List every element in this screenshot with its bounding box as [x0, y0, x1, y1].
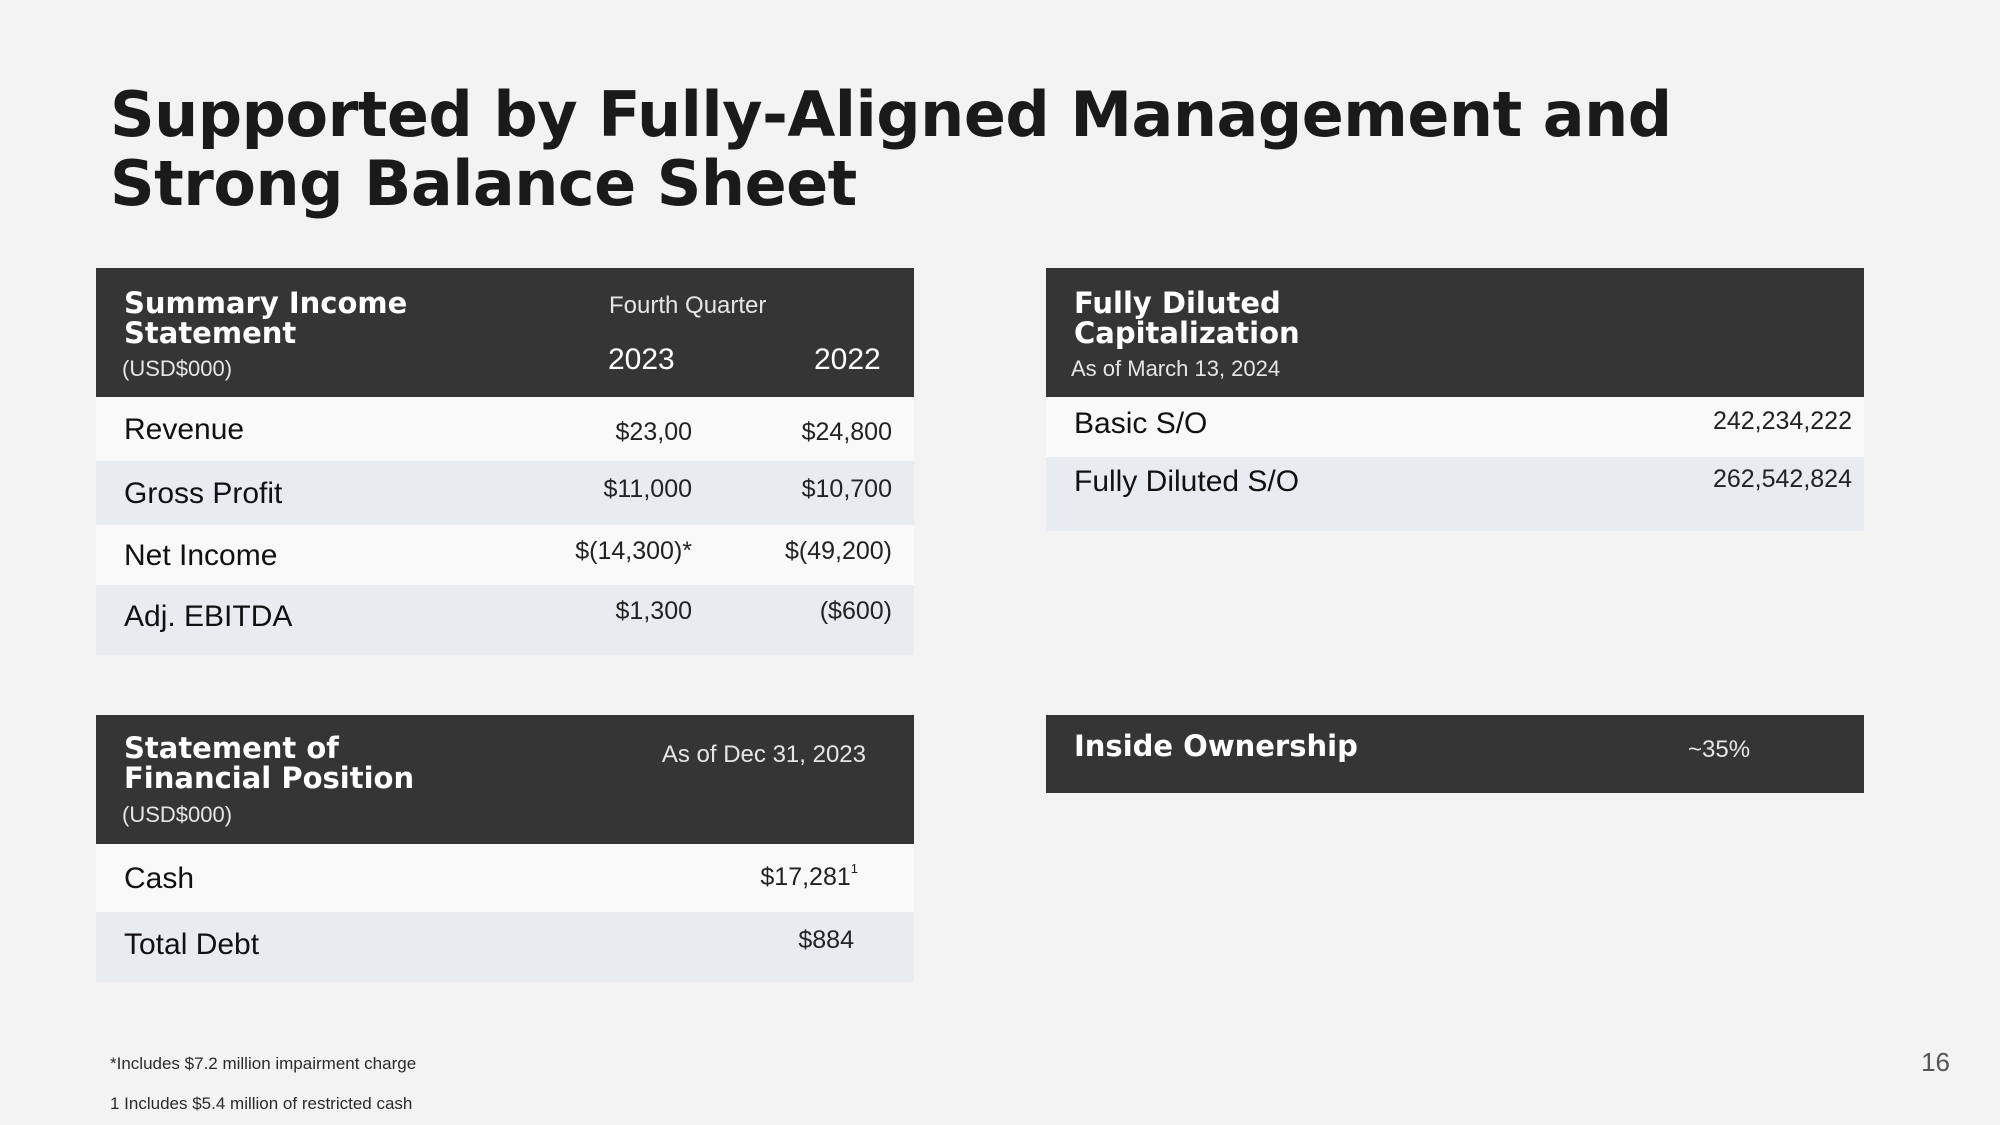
row-label-fully-diluted-so: Fully Diluted S/O — [1074, 465, 1300, 498]
income-year-2022: 2022 — [814, 343, 881, 376]
inside-ownership-value: ~35% — [1688, 736, 1751, 763]
page-title: Supported by Fully-Aligned Management an… — [110, 78, 1672, 220]
financial-position-title: Statement of Financial Position — [124, 731, 415, 795]
row-label-basic-so: Basic S/O — [1074, 407, 1208, 440]
table-row: Gross Profit $11,000 $10,700 — [96, 461, 914, 525]
table-row: Cash $17,2811 — [96, 844, 914, 912]
capitalization-title: Fully Diluted Capitalization — [1074, 286, 1300, 350]
table-row: Adj. EBITDA $1,300 ($600) — [96, 585, 914, 655]
net-income-2022: $(49,200) — [784, 537, 892, 565]
row-label-net-income: Net Income — [124, 539, 278, 572]
income-statement-unit: (USD$000) — [122, 356, 233, 381]
inside-ownership-label: Inside Ownership — [1074, 729, 1358, 763]
footnote-restricted-cash: 1 Includes $5.4 million of restricted ca… — [110, 1094, 413, 1113]
gross-profit-2022: $10,700 — [801, 475, 892, 503]
row-label-total-debt: Total Debt — [124, 928, 260, 961]
cash-value: $17,2811 — [760, 861, 858, 892]
revenue-2022: $24,800 — [801, 418, 892, 446]
row-label-adj-ebitda: Adj. EBITDA — [124, 600, 293, 633]
financial-position-asof: As of Dec 31, 2023 — [661, 741, 866, 768]
adj-ebitda-2022: ($600) — [819, 597, 892, 625]
basic-so-value: 242,234,222 — [1712, 407, 1852, 435]
table-row: Fully Diluted S/O 262,542,824 — [1046, 457, 1864, 531]
income-period-label: Fourth Quarter — [609, 292, 767, 319]
capitalization-table: Fully Diluted Capitalization As of March… — [1046, 268, 1864, 531]
financial-position-table: Statement of Financial Position (USD$000… — [96, 715, 914, 982]
cash-footnote-marker: 1 — [850, 861, 858, 876]
income-statement-header: Summary Income Statement (USD$000) Fourt… — [96, 268, 914, 397]
footnote-impairment: *Includes $7.2 million impairment charge — [110, 1054, 417, 1073]
fully-diluted-so-value: 262,542,824 — [1712, 465, 1852, 493]
table-row: Net Income $(14,300)* $(49,200) — [96, 525, 914, 585]
capitalization-header: Fully Diluted Capitalization As of March… — [1046, 268, 1864, 397]
inside-ownership-header: Inside Ownership ~35% — [1046, 715, 1864, 793]
financial-position-header: Statement of Financial Position (USD$000… — [96, 715, 914, 844]
cash-amount: $17,281 — [760, 863, 851, 891]
income-statement-title: Summary Income Statement — [124, 286, 408, 350]
inside-ownership-panel: Inside Ownership ~35% — [1046, 715, 1864, 793]
row-label-revenue: Revenue — [124, 413, 245, 446]
net-income-2023: $(14,300)* — [575, 537, 692, 565]
financial-position-unit: (USD$000) — [122, 802, 233, 827]
table-row: Total Debt $884 — [96, 912, 914, 982]
row-label-gross-profit: Gross Profit — [124, 477, 283, 510]
row-label-cash: Cash — [124, 862, 195, 895]
total-debt-value: $884 — [798, 926, 854, 954]
revenue-2023: $23,00 — [615, 418, 692, 446]
capitalization-asof: As of March 13, 2024 — [1071, 356, 1281, 381]
income-year-2023: 2023 — [608, 343, 675, 376]
income-statement-table: Summary Income Statement (USD$000) Fourt… — [96, 268, 914, 655]
gross-profit-2023: $11,000 — [603, 475, 692, 503]
page-number: 16 — [1921, 1047, 1950, 1077]
table-row: Revenue $23,00 $24,800 — [96, 397, 914, 461]
table-row: Basic S/O 242,234,222 — [1046, 397, 1864, 457]
adj-ebitda-2023: $1,300 — [615, 597, 692, 625]
